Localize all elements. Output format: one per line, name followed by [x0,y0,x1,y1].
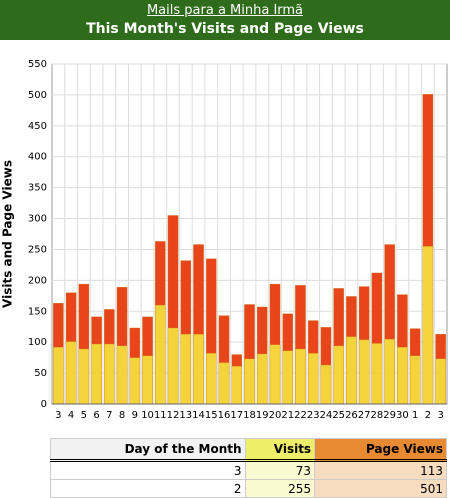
bar [167,327,179,405]
x-tick-label: 12 [167,410,180,421]
bar [282,350,293,405]
bar [307,353,319,405]
x-tick-label: 11 [154,410,167,421]
x-tick-label: 5 [81,410,87,421]
x-tick-label: 27 [358,410,371,421]
x-tick-label: 4 [68,410,74,421]
column-header: Visits [244,438,316,462]
bar [193,333,204,405]
x-tick-label: 20 [269,410,282,421]
bar [256,353,268,405]
bar [116,345,128,405]
bar [333,345,344,405]
bar [155,304,166,405]
x-tick-label: 28 [371,410,384,421]
bar [384,338,395,405]
bar [53,346,64,405]
header: Mails para a Minha Irmã This Month's Vis… [0,0,450,40]
y-tick-label: 250 [28,244,47,255]
bar [346,336,357,405]
bar [295,348,306,405]
table-cell: 73 [244,460,316,480]
y-tick-label: 450 [28,121,47,132]
bar [129,357,141,405]
x-tick-label: 8 [119,410,125,421]
x-tick-label: 24 [320,410,333,421]
bar [397,346,408,405]
x-tick-label: 17 [230,410,243,421]
x-tick-label: 3 [437,410,443,421]
y-tick-label: 350 [28,183,47,194]
bar [320,364,332,405]
bar [218,362,230,405]
table-row: 3 73 113 [50,460,447,480]
site-link[interactable]: Mails para a Minha Irmã [146,3,304,18]
bar [371,343,383,405]
x-tick-label: 6 [93,410,99,421]
x-tick-label: 23 [307,410,320,421]
bar [231,366,243,405]
bar [206,353,217,405]
bar [409,355,421,405]
x-tick-label: 2 [425,410,431,421]
table-cell: 3 [50,460,246,480]
y-tick-label: 200 [28,275,47,286]
x-tick-label: 13 [179,410,192,421]
y-tick-label: 0 [41,399,47,410]
table-cell: 2 [50,479,246,498]
x-tick-label: 19 [256,410,269,421]
y-tick-label: 550 [28,59,47,70]
x-tick-label: 21 [281,410,294,421]
y-tick-label: 400 [28,152,47,163]
x-tick-label: 15 [205,410,218,421]
y-tick-label: 50 [34,368,47,379]
x-tick-label: 3 [55,410,61,421]
bar [244,358,255,405]
y-tick-label: 300 [28,214,47,225]
chart: 0 50 100 150 200 250 300 350 400 450 500 550 Visits … [1,59,448,421]
data-table: Day of the Month Visits Page Views 3 73 113 2 2… [50,438,447,498]
bar [180,333,192,405]
bar [358,339,370,405]
table-cell: 501 [314,479,447,498]
table-cell: 113 [314,460,447,480]
bar [91,343,102,405]
x-tick-label: 30 [396,410,409,421]
bar [142,355,153,405]
column-header: Day of the Month [50,438,246,462]
x-tick-label: 14 [192,410,205,421]
x-tick-label: 29 [383,410,396,421]
x-tick-label: 1 [412,410,418,421]
table-row: 2 255 501 [50,479,447,498]
bar [422,246,434,405]
header-row: Day of the Month Visits Page Views [50,438,447,462]
bar [435,358,446,405]
bar [78,348,90,405]
y-tick-label: 150 [28,306,47,317]
x-tick-label: 26 [345,410,358,421]
chart-title: This Month's Visits and Page Views [86,21,364,37]
y-tick-label: 100 [28,337,47,348]
x-tick-label: 22 [294,410,307,421]
table-cell: 255 [244,479,316,498]
x-tick-label: 9 [132,410,138,421]
column-header: Page Views [314,438,447,462]
x-tick-label: 18 [243,410,256,421]
bar [104,343,115,405]
x-tick-label: 10 [141,410,154,421]
x-tick-label: 16 [218,410,231,421]
x-tick-label: 7 [106,410,112,421]
y-axis-label: Visits and Page Views [1,160,15,308]
x-tick-label: 25 [332,410,345,421]
bar [269,344,281,405]
y-tick-label: 500 [28,90,47,101]
bar [65,341,77,405]
